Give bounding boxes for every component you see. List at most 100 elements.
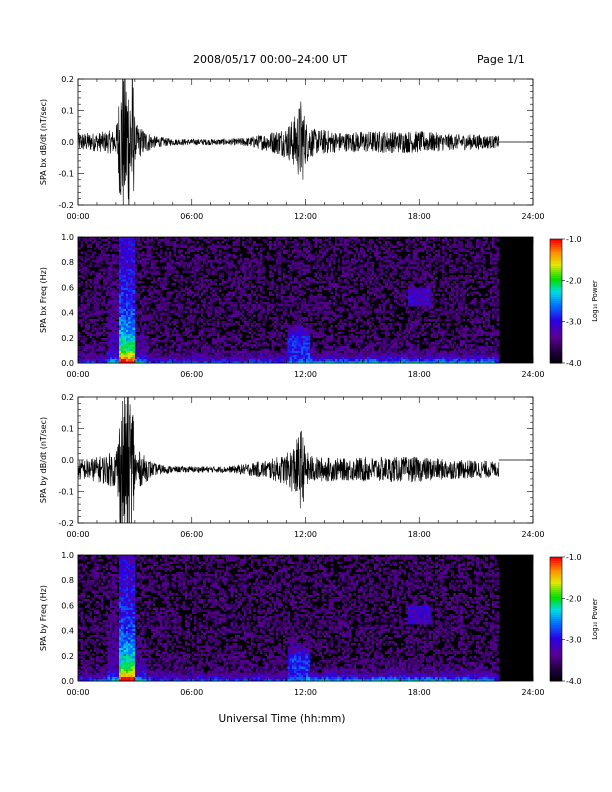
spectrogram-cell (121, 306, 124, 309)
spectrogram-cell (178, 333, 181, 337)
spectrogram-cell (100, 312, 104, 316)
spectrogram-cell (382, 285, 386, 288)
spectrogram-cell (78, 346, 81, 349)
spectrogram-cell (330, 358, 334, 362)
spectrogram-cell (128, 352, 131, 355)
spectrogram-cell (310, 350, 313, 353)
spectrogram-cell (339, 306, 343, 309)
spectrogram-cell (132, 272, 136, 276)
spectrogram-cell (273, 253, 277, 257)
spectrogram-cell (214, 272, 218, 276)
spectrogram-cell (116, 352, 120, 355)
spectrogram-cell (137, 289, 140, 292)
spectrogram-cell (123, 245, 127, 248)
spectrogram-cell (275, 323, 279, 326)
spectrogram-cell (223, 287, 227, 290)
spectrogram-cell (137, 272, 140, 276)
spectrogram-cell (153, 262, 156, 265)
spectrogram-cell (257, 325, 261, 328)
spectrogram-cell (241, 308, 245, 311)
page-title: 2008/05/17 00:00–24:00 UT (193, 53, 348, 66)
spectrogram-cell (157, 283, 161, 286)
spectrogram-cell (157, 289, 161, 292)
spectrogram-cell (93, 300, 97, 303)
spectrogram-cell (112, 258, 115, 261)
spectrogram-cell (100, 249, 104, 253)
spectrogram-cell (289, 274, 293, 278)
spectrogram-cell (78, 337, 81, 341)
spectrogram-cell (291, 281, 295, 284)
spectrogram-cell (230, 346, 234, 349)
spectrogram-cell (200, 325, 204, 328)
spectrogram-cell (344, 239, 347, 242)
spectrogram-cell (346, 260, 350, 263)
spectrogram-cell (114, 335, 118, 339)
spectrogram-cell (362, 295, 366, 299)
spectrogram-cell (287, 329, 290, 332)
spectrogram-cell (380, 337, 384, 341)
spectrogram-cell (175, 289, 179, 292)
spectrogram-cell (237, 287, 240, 290)
spectrogram-cell (114, 331, 118, 334)
spectrogram-cell (207, 295, 211, 299)
spectrogram-cell (330, 285, 334, 288)
spectrogram-cell (221, 251, 224, 255)
spectrogram-cell (373, 274, 377, 278)
spectrogram-cell (189, 293, 193, 297)
spectrogram-cell (132, 325, 136, 328)
spectrogram-cell (132, 279, 136, 282)
spectrogram-cell (264, 279, 268, 282)
spectrogram-cell (164, 333, 168, 337)
spectrogram-cell (121, 285, 124, 288)
spectrogram-cell (139, 350, 143, 353)
spectrogram-cell (303, 331, 306, 334)
spectrogram-cell (289, 266, 293, 269)
spectrogram-cell (194, 262, 197, 265)
spectrogram-cell (93, 306, 97, 309)
spectrogram-cell (93, 289, 97, 292)
spectrogram-cell (382, 281, 386, 284)
spectrogram-cell (305, 264, 309, 267)
spectrogram-cell (132, 327, 136, 330)
spectrogram-cell (303, 337, 306, 341)
spectrogram-cell (175, 321, 179, 324)
spectrogram-cell (298, 302, 302, 305)
spectrogram-cell (109, 352, 113, 355)
spectrogram-cell (209, 356, 213, 360)
spectrogram-cell (389, 348, 393, 351)
spectrogram-cell (91, 295, 95, 299)
spectrogram-cell (316, 264, 320, 267)
spectrogram-cell (223, 295, 227, 299)
spectrogram-cell (291, 249, 295, 253)
spectrogram-cell (307, 302, 311, 305)
spectrogram-cell (280, 331, 284, 334)
spectrogram-cell (280, 348, 284, 351)
spectrogram-cell (180, 287, 184, 290)
spectrogram-cell (339, 325, 343, 328)
spectrogram-cell (232, 310, 236, 313)
spectrogram-cell (130, 276, 133, 280)
spectrogram-cell (269, 293, 272, 297)
spectrogram-cell (321, 297, 325, 301)
spectrogram-cell (335, 289, 338, 292)
spectrogram-cell (321, 354, 325, 358)
spectrogram-cell (214, 270, 218, 274)
spectrogram-cell (253, 306, 256, 309)
spectrogram-cell (203, 279, 206, 282)
spectrogram-cell (146, 276, 149, 280)
spectrogram-cell (203, 300, 206, 303)
spectrogram-cell (125, 262, 129, 265)
spectrogram-cell (250, 358, 254, 362)
spectrogram-cell (246, 266, 250, 269)
spectrogram-cell (319, 323, 322, 326)
spectrogram-cell (314, 274, 318, 278)
spectrogram-cell (300, 358, 304, 362)
spectrogram-cell (198, 358, 202, 362)
spectrogram-cell (100, 289, 104, 292)
spectrogram-cell (93, 333, 97, 337)
spectrogram-cell (80, 323, 83, 326)
spectrogram-cell (219, 358, 222, 362)
spectrogram-cell (116, 327, 120, 330)
spectrogram-cell (319, 293, 322, 297)
spectrogram-cell (178, 354, 181, 358)
